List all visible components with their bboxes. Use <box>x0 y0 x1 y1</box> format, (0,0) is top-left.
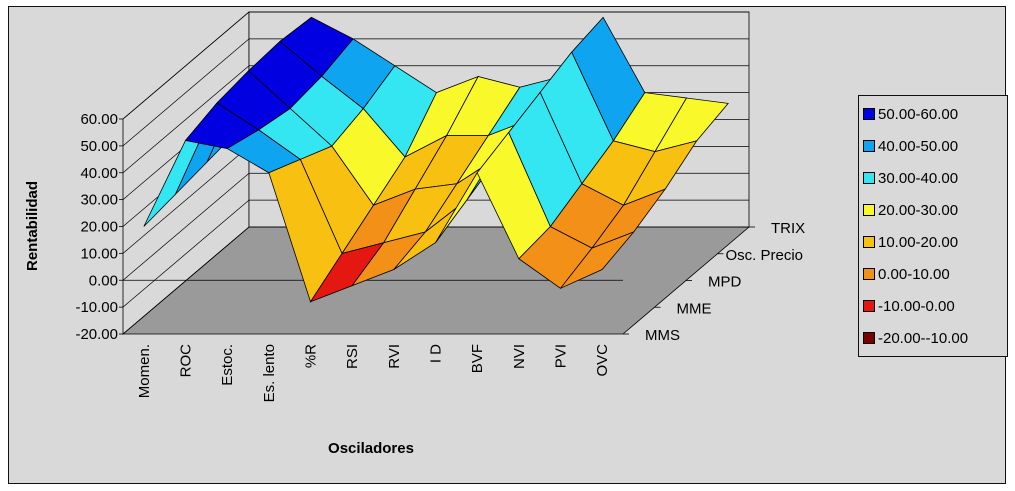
x-tick-label: Estoc. <box>219 344 236 386</box>
x-tick-label: Momen. <box>136 344 153 398</box>
legend-label: 40.00-50.00 <box>878 137 959 155</box>
x-axis-ticks: Momen. ROC Estoc. Es. lento %R RSI RVI I D BVF NV… <box>136 344 611 403</box>
legend-item: 50.00-60.00 <box>863 102 958 126</box>
x-tick-label: ROC <box>178 344 195 378</box>
legend-item: -10.00-0.00 <box>863 294 955 318</box>
y-axis-title: Rentabilidad <box>24 181 41 271</box>
legend-swatch <box>863 236 875 248</box>
y-tick-label: 0.00 <box>89 272 118 289</box>
legend-swatch <box>863 172 875 184</box>
gridline-side <box>122 38 250 147</box>
legend-label: 10.00-20.00 <box>878 233 959 251</box>
z-axis-ticks: MMS MME MPD Osc. Precio TRIX <box>623 220 805 344</box>
y-tick-label: 60.00 <box>80 111 118 128</box>
y-axis-ticks: 60.00 50.00 40.00 30.00 20.00 10.00 0.00 -10.00… <box>75 111 123 343</box>
legend-item: 20.00-30.00 <box>863 198 958 222</box>
y-tick-label: -10.00 <box>75 299 118 316</box>
gridline-side <box>122 172 250 281</box>
legend-label: 50.00-60.00 <box>878 105 959 123</box>
surface-plot <box>143 16 729 303</box>
gridline-side <box>122 199 250 308</box>
y-tick-label: 30.00 <box>80 192 118 209</box>
legend-item: 0.00-10.00 <box>863 262 950 286</box>
legend-swatch <box>863 300 875 312</box>
x-tick-label: RVI <box>386 344 403 369</box>
legend-label: -10.00-0.00 <box>878 297 955 315</box>
x-tick-label: I D <box>428 344 445 363</box>
y-tick-label: 10.00 <box>80 245 118 262</box>
legend-swatch <box>863 108 875 120</box>
legend-item: 10.00-20.00 <box>863 230 958 254</box>
gridline-side <box>122 11 250 120</box>
z-tick-label: MMS <box>645 327 680 344</box>
y-tick-label: -20.00 <box>75 326 118 343</box>
legend-item: 30.00-40.00 <box>863 166 958 190</box>
legend-item: -20.00--10.00 <box>863 326 968 350</box>
y-tick-label: 20.00 <box>80 219 118 236</box>
x-tick-label: BVF <box>469 344 486 373</box>
legend-label: -20.00--10.00 <box>878 329 969 347</box>
legend-item: 40.00-50.00 <box>863 134 958 158</box>
legend-label: 0.00-10.00 <box>878 265 950 283</box>
z-tick-label: TRIX <box>771 220 805 237</box>
x-tick-label: %R <box>303 344 320 368</box>
x-tick-label: OVC <box>594 344 611 377</box>
x-tick-label: NVI <box>511 344 528 369</box>
legend-label: 30.00-40.00 <box>878 169 959 187</box>
x-tick-label: Es. lento <box>261 344 278 402</box>
y-tick-label: 50.00 <box>80 138 118 155</box>
y-tick-label: 40.00 <box>80 165 118 182</box>
surface-cell <box>560 231 634 289</box>
x-axis-title: Osciladores <box>328 440 414 457</box>
z-tick-label: MPD <box>708 274 742 291</box>
legend-label: 20.00-30.00 <box>878 201 959 219</box>
legend-swatch <box>863 268 875 280</box>
legend-swatch <box>863 204 875 216</box>
chart-legend: 50.00-60.00 40.00-50.00 30.00-40.00 20.00-3… <box>858 95 1008 357</box>
x-tick-label: PVI <box>553 344 570 368</box>
x-tick-label: RSI <box>344 344 361 369</box>
gridline-side <box>122 65 250 174</box>
gridline-side <box>122 146 250 254</box>
z-tick-label: MME <box>677 300 712 317</box>
legend-swatch <box>863 332 875 344</box>
z-tick-label: Osc. Precio <box>726 247 804 264</box>
chart-area: 60.00 50.00 40.00 30.00 20.00 10.00 0.00 -10.00… <box>8 6 1006 484</box>
legend-swatch <box>863 140 875 152</box>
surface-chart: 60.00 50.00 40.00 30.00 20.00 10.00 0.00 -10.00… <box>24 11 805 457</box>
